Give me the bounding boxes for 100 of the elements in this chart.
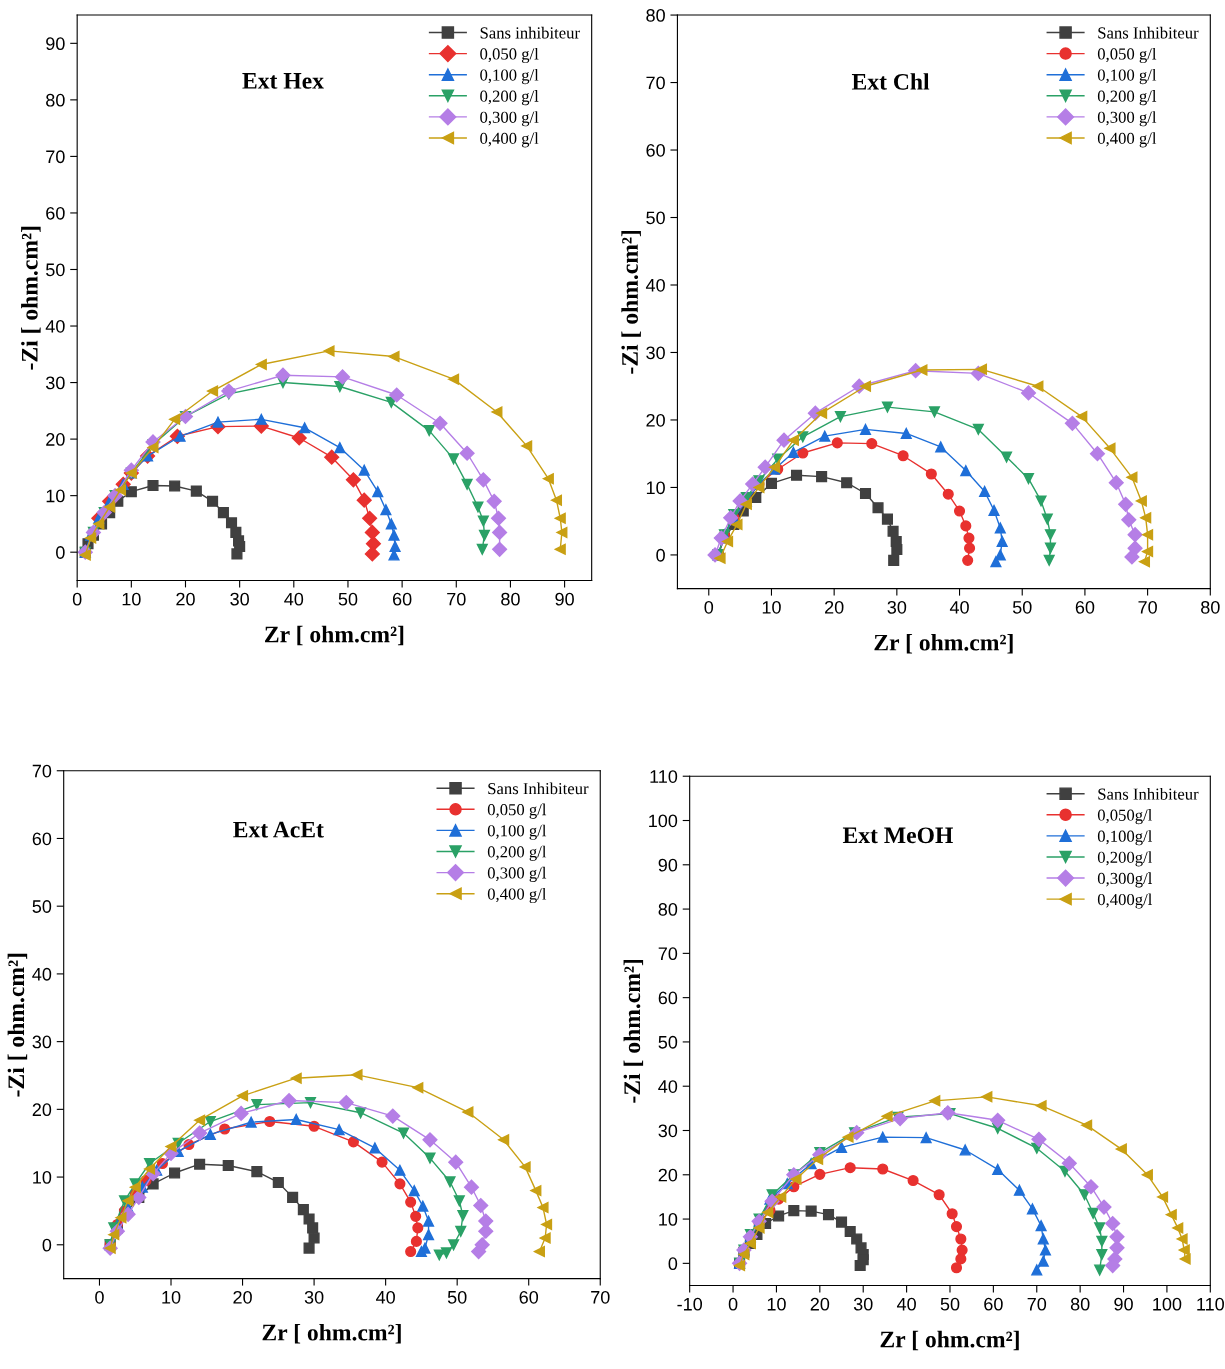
y-axis-title: -Zi [ ohm.cm²] <box>7 953 28 1097</box>
x-tick-label: 60 <box>984 1297 1003 1311</box>
x-tick-label: 70 <box>1027 1297 1047 1311</box>
y-tick-label: 20 <box>646 413 665 427</box>
x-tick-label: 10 <box>162 1290 181 1304</box>
y-tick-label: 70 <box>646 76 665 90</box>
text: Ext Hex <box>242 73 324 89</box>
x-tick-label: 50 <box>940 1297 960 1311</box>
legend-label: 0,300 g/l <box>1097 111 1157 127</box>
x-tick-label: 110 <box>1197 1297 1224 1311</box>
x-tick-label: 0 <box>704 600 714 614</box>
y-tick-label: 40 <box>32 967 52 981</box>
y-tick-label: 80 <box>658 903 678 916</box>
y-tick-label: 0 <box>42 1238 52 1252</box>
y-axis-title: -Zi [ ohm.cm²] <box>623 959 644 1103</box>
y-tick-label: 70 <box>32 764 52 778</box>
x-axis-title: Zr [ ohm.cm²] <box>874 633 1013 654</box>
text: Ext MeOH <box>842 827 953 844</box>
y-tick-label: 10 <box>659 1213 678 1226</box>
y-tick-label: 90 <box>658 858 678 872</box>
y-tick-label: 60 <box>646 143 665 157</box>
x-tick-label: 30 <box>230 592 249 606</box>
y-tick-label: 50 <box>658 1035 678 1049</box>
y-tick-label: 30 <box>658 1124 678 1138</box>
x-tick-label: 50 <box>447 1290 467 1304</box>
y-tick-label: 50 <box>646 211 665 225</box>
x-tick-label: 70 <box>1138 600 1157 614</box>
legend-label: 0,400 g/l <box>480 132 539 148</box>
y-tick-label: 20 <box>46 433 65 446</box>
x-tick-label: 80 <box>501 592 520 606</box>
y-tick-label: 50 <box>32 900 52 913</box>
y-tick-label: 40 <box>658 1080 678 1093</box>
legend-label: 0,050 g/l <box>1097 47 1157 64</box>
y-tick-label: 40 <box>645 278 665 292</box>
x-tick-label: 50 <box>338 592 358 606</box>
x-tick-label: 80 <box>1201 600 1220 614</box>
x-axis-title: Zr [ ohm.cm²] <box>265 625 404 646</box>
x-tick-label: 10 <box>767 1297 786 1311</box>
legend-label: 0,400 g/l <box>487 887 547 904</box>
x-tick-label: 30 <box>887 600 907 614</box>
y-tick-label: 20 <box>658 1168 678 1182</box>
x-tick-label: 20 <box>176 592 195 606</box>
legend-label: 0,050 g/l <box>487 803 547 819</box>
x-tick-label: 80 <box>1070 1297 1090 1311</box>
y-tick-label: 0 <box>668 1257 678 1271</box>
x-tick-label: 100 <box>1153 1297 1182 1311</box>
legend-label: 0,200 g/l <box>480 90 539 106</box>
y-tick-label: 40 <box>45 319 65 333</box>
x-tick-label: 40 <box>949 600 969 614</box>
x-tick-label: 10 <box>122 592 141 606</box>
y-tick-label: 10 <box>46 489 65 503</box>
x-tick-label: 20 <box>825 600 844 614</box>
y-tick-label: 0 <box>656 548 665 562</box>
y-tick-label: 90 <box>46 37 65 51</box>
y-tick-label: 10 <box>33 1171 52 1184</box>
x-axis-title: Zr [ ohm.cm²] <box>880 1330 1019 1351</box>
y-tick-label: 60 <box>46 206 65 220</box>
x-tick-label: 60 <box>1075 600 1095 614</box>
y-axis-title: -Zi [ ohm.cm²] <box>21 226 41 370</box>
legend-label: 0,300 g/l <box>480 111 539 127</box>
x-axis-title: Zr [ ohm.cm²] <box>262 1323 401 1344</box>
legend-label: 0,400 g/l <box>1097 132 1157 148</box>
legend-label: 0,100 g/l <box>487 824 547 840</box>
x-tick-label: 0 <box>95 1290 104 1304</box>
y-tick-label: 60 <box>32 832 52 846</box>
x-tick-label: 40 <box>896 1297 916 1311</box>
legend-label: Sans Inhibiteur <box>1098 787 1199 800</box>
legend-label: Sans inhibiteur <box>480 26 580 39</box>
y-tick-label: 30 <box>45 376 65 390</box>
x-tick-label: 40 <box>376 1290 395 1304</box>
x-tick-label: 20 <box>233 1290 252 1304</box>
text: Ext Chl <box>851 73 930 90</box>
y-tick-label: 80 <box>646 8 665 22</box>
text: Ext AcEt <box>233 821 324 838</box>
x-tick-label: 90 <box>555 592 574 606</box>
legend-label: 0,300 g/l <box>487 866 547 883</box>
y-tick-label: 50 <box>46 263 65 277</box>
y-tick-label: 70 <box>46 150 65 164</box>
y-tick-label: 70 <box>658 947 678 961</box>
x-tick-label: 40 <box>284 592 304 606</box>
legend-label: 0,050g/l <box>1097 809 1153 825</box>
x-tick-label: -10 <box>677 1297 703 1311</box>
legend-label: 0,200 g/l <box>487 845 547 861</box>
legend-label: Sans Inhibiteur <box>1098 26 1199 39</box>
y-tick-label: 110 <box>650 770 678 783</box>
x-tick-label: 90 <box>1114 1297 1133 1311</box>
y-tick-label: 20 <box>32 1103 52 1117</box>
x-tick-label: 0 <box>728 1297 738 1311</box>
x-tick-label: 50 <box>1012 600 1032 614</box>
x-tick-label: 60 <box>393 592 412 606</box>
y-axis-title: -Zi [ ohm.cm²] <box>621 230 641 374</box>
y-tick-label: 30 <box>32 1035 52 1049</box>
x-tick-label: 30 <box>853 1297 873 1311</box>
x-tick-label: 0 <box>72 592 82 606</box>
y-tick-label: 30 <box>646 346 665 360</box>
legend-label: Sans Inhibiteur <box>488 782 589 795</box>
legend-label: 0,200 g/l <box>1097 90 1157 106</box>
legend-label: 0,300g/l <box>1097 872 1153 888</box>
x-tick-label: 20 <box>810 1297 830 1311</box>
legend-label: 0,400g/l <box>1097 893 1153 909</box>
